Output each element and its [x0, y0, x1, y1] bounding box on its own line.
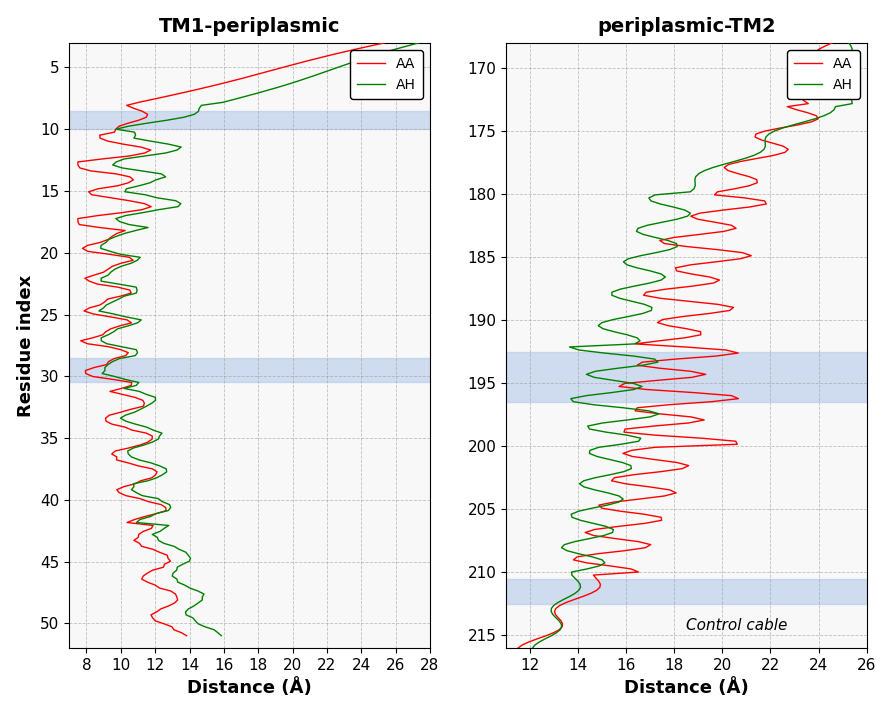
AA: [819, 75, 830, 84]
Bar: [70, 111, 430, 129]
AH: [527, 644, 538, 653]
Y-axis label: Residue index: Residue index: [17, 274, 35, 416]
AH: [160, 149, 171, 157]
Bar: [506, 579, 866, 604]
AA: [761, 200, 772, 208]
AA: [124, 196, 135, 205]
Legend: AA, AH: AA, AH: [787, 50, 860, 99]
Bar: [506, 352, 866, 402]
AA: [163, 602, 174, 610]
AA: [822, 63, 833, 71]
Line: AA: AA: [518, 43, 832, 648]
AH: [335, 62, 346, 71]
AA: [827, 39, 838, 47]
AH: [843, 39, 854, 47]
AH: [564, 592, 575, 600]
AH: [188, 602, 199, 610]
Line: AH: AH: [532, 43, 852, 648]
AH: [300, 74, 311, 83]
AH: [655, 200, 666, 208]
Line: AA: AA: [78, 43, 385, 635]
AA: [513, 644, 523, 653]
X-axis label: Distance (Å): Distance (Å): [188, 678, 312, 698]
AA: [150, 580, 161, 589]
AA: [380, 39, 390, 47]
AH: [833, 63, 844, 71]
Title: TM1-periplasmic: TM1-periplasmic: [159, 16, 340, 36]
AA: [280, 62, 291, 71]
AH: [171, 196, 181, 205]
Title: periplasmic-TM2: periplasmic-TM2: [597, 16, 776, 36]
X-axis label: Distance (Å): Distance (Å): [624, 678, 748, 698]
Legend: AA, AH: AA, AH: [350, 50, 423, 99]
AH: [413, 39, 424, 47]
AA: [181, 631, 192, 640]
AH: [828, 75, 839, 84]
AH: [550, 613, 561, 622]
Line: AH: AH: [99, 43, 419, 635]
AH: [748, 151, 759, 160]
AA: [769, 151, 780, 160]
Text: Control cable: Control cable: [687, 618, 788, 633]
AA: [578, 592, 588, 600]
AA: [236, 74, 246, 83]
AA: [139, 149, 150, 157]
AH: [179, 580, 190, 589]
AA: [553, 613, 563, 622]
Bar: [70, 358, 430, 383]
AH: [216, 631, 227, 640]
